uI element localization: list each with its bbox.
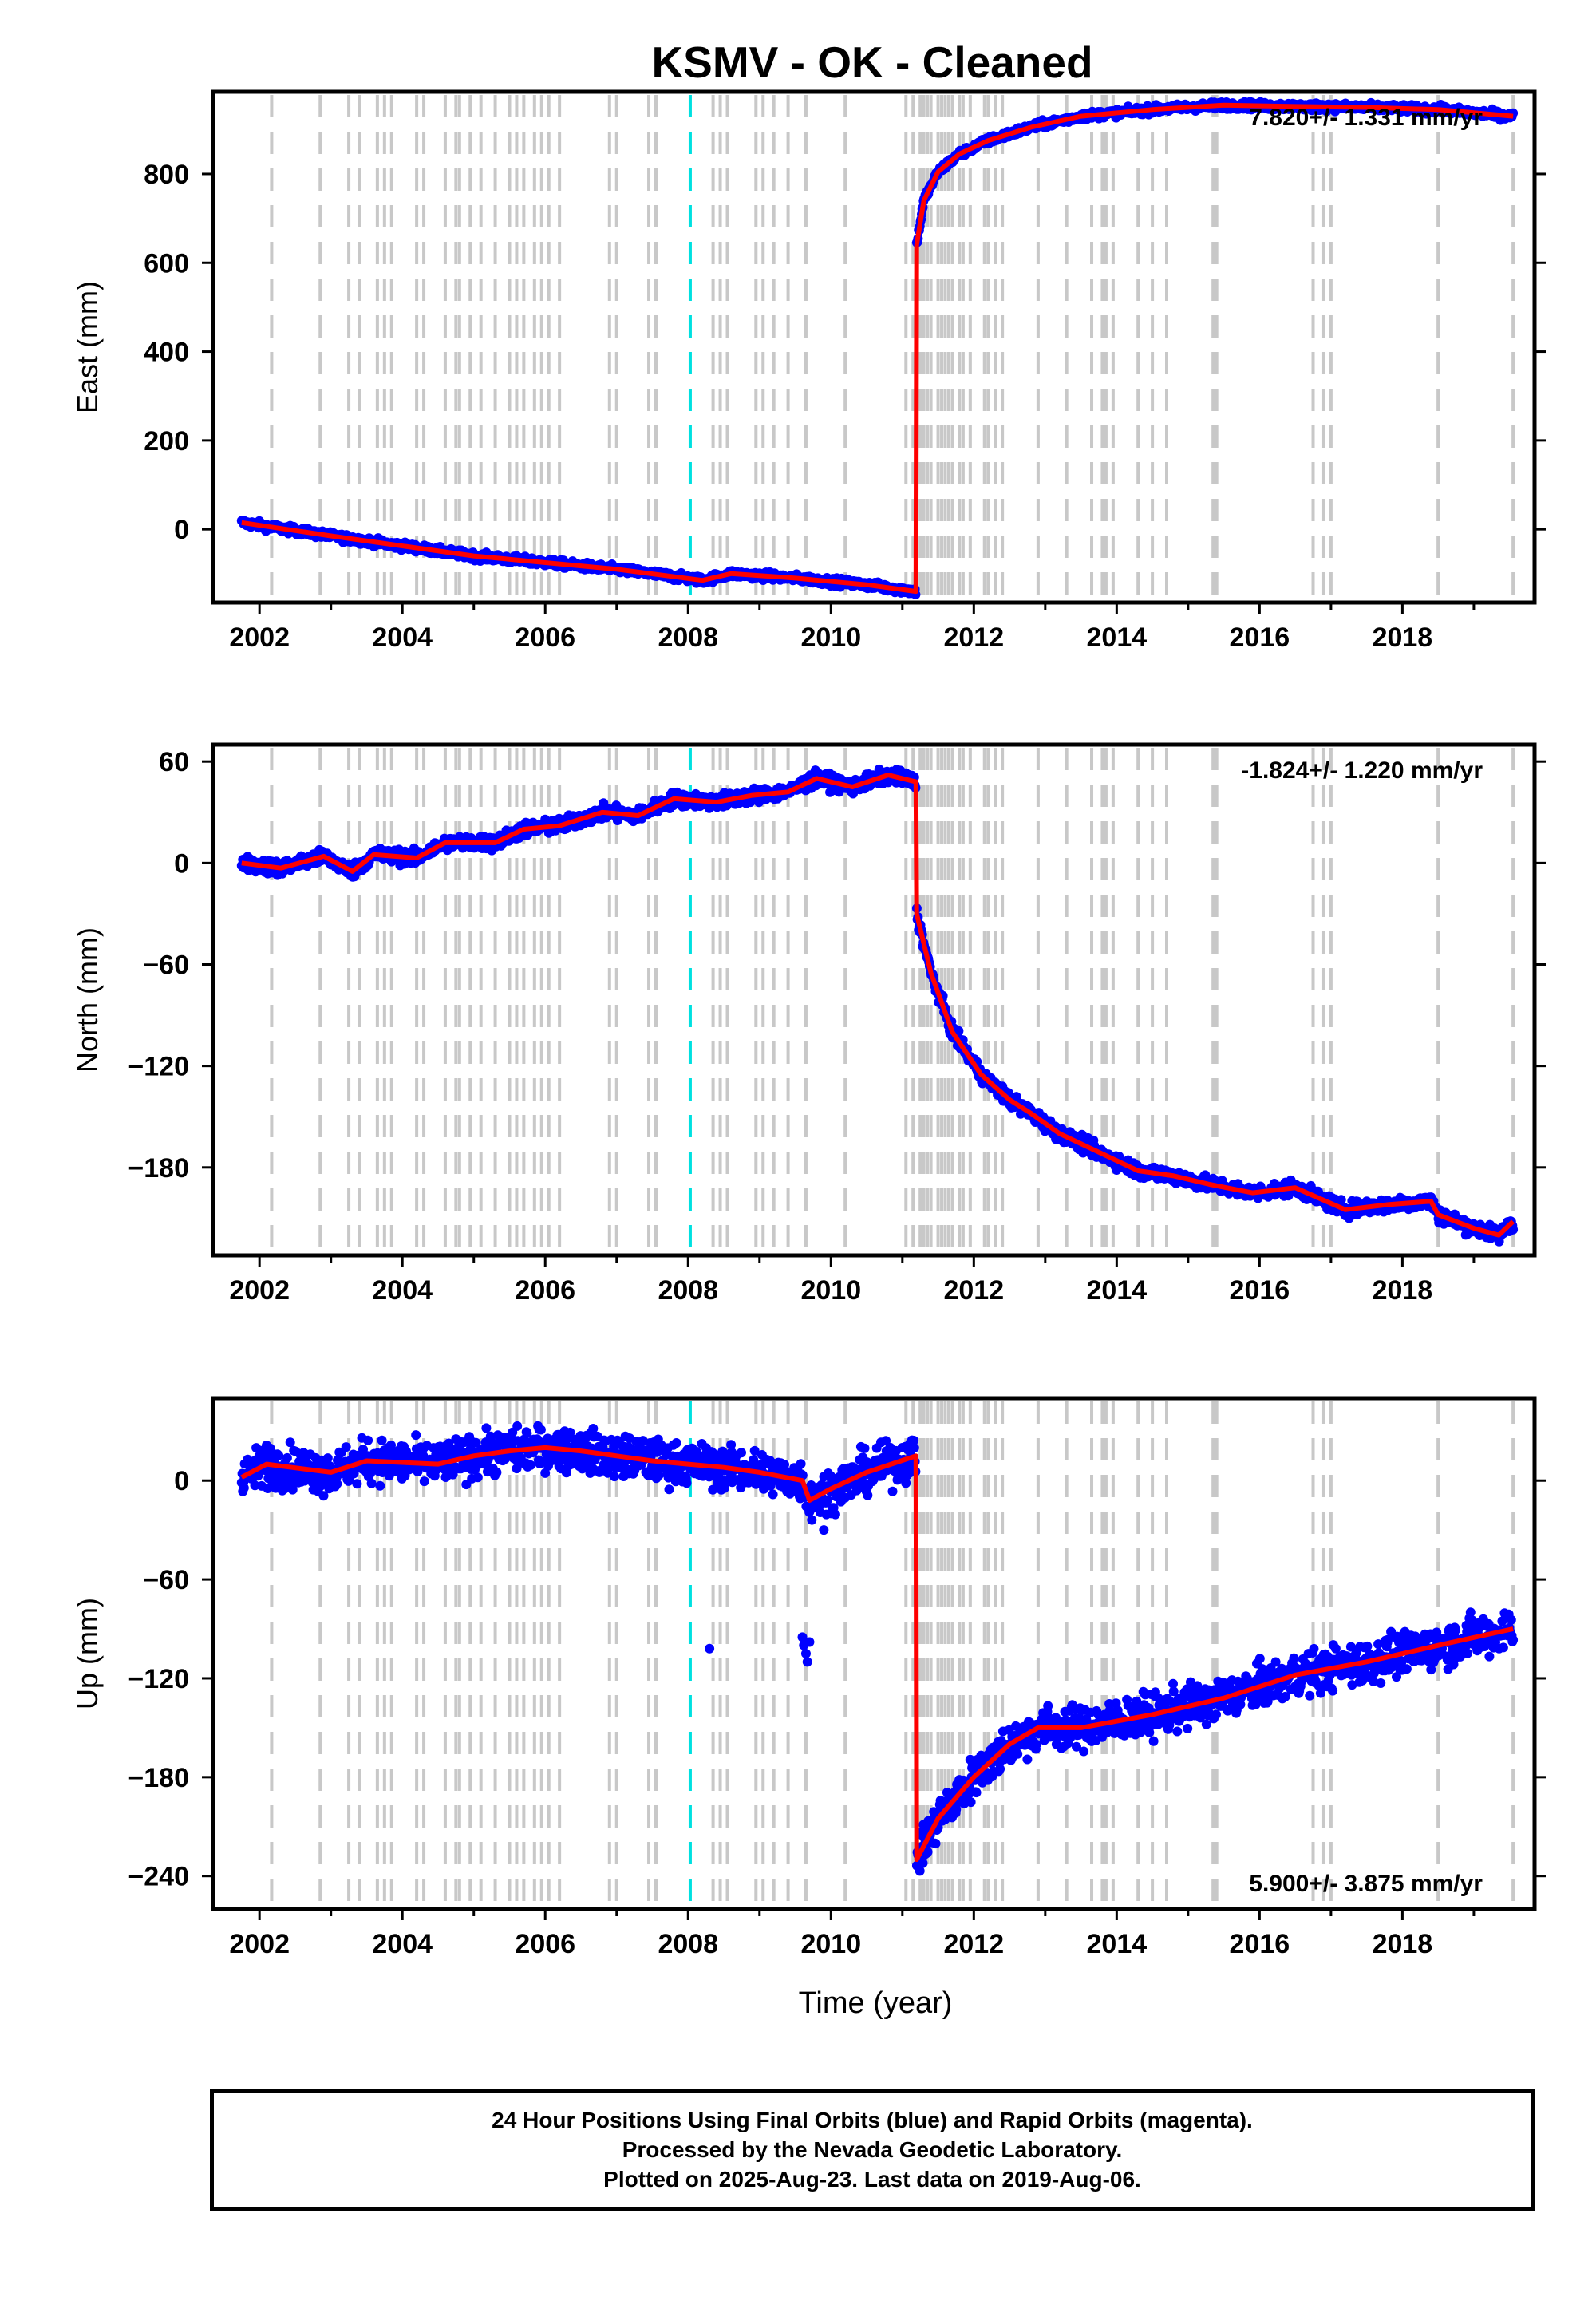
x-tick-label: 2012 — [943, 622, 1004, 653]
data-point — [352, 1479, 362, 1489]
y-axis-label: East (mm) — [71, 281, 104, 413]
data-point — [492, 1468, 502, 1477]
data-point — [341, 1442, 351, 1452]
rate-annotation: 7.820+/- 1.331 mm/yr — [1249, 105, 1483, 131]
rate-annotation: -1.824+/- 1.220 mm/yr — [1241, 757, 1483, 784]
y-axis-label: North (mm) — [71, 927, 104, 1073]
data-points — [236, 1421, 1519, 1876]
data-point — [535, 1425, 546, 1435]
y-tick-label: 0 — [174, 848, 189, 879]
data-point — [512, 1421, 523, 1431]
data-point — [377, 1435, 387, 1445]
x-tick-label: 2006 — [515, 622, 575, 653]
data-point — [375, 1480, 385, 1491]
data-points — [236, 97, 1519, 599]
data-point — [239, 1483, 249, 1493]
y-tick-label: −60 — [143, 950, 189, 980]
y-tick-label: 60 — [159, 747, 189, 777]
panel-north: 60 0 −60 −120 −180 2002 2004 2006 2008 2010 2012 20… — [71, 742, 1546, 1306]
plot-frame — [211, 742, 1537, 1258]
y-tick-label: −180 — [128, 1153, 189, 1184]
x-tick-label: 2010 — [800, 1275, 861, 1306]
y-tick-label: 600 — [144, 248, 189, 279]
x-tick-label: 2004 — [372, 622, 433, 653]
data-point — [282, 1452, 292, 1463]
data-point — [472, 1472, 483, 1483]
x-tick-label: 2018 — [1373, 622, 1433, 653]
data-point — [419, 1476, 429, 1487]
data-point — [411, 1430, 421, 1441]
data-point — [285, 1437, 295, 1448]
x-tick-label: 2016 — [1230, 1275, 1290, 1306]
x-tick-label: 2008 — [658, 1275, 718, 1306]
plot-frame — [211, 89, 1537, 605]
x-tick-label: 2018 — [1373, 1275, 1433, 1306]
data-point — [366, 1478, 377, 1488]
x-tick-label: 2002 — [229, 622, 290, 653]
x-tick-label: 2014 — [1087, 622, 1148, 653]
data-points — [236, 764, 1519, 1247]
x-tick-label: 2014 — [1087, 1275, 1148, 1306]
data-point — [526, 1460, 535, 1470]
y-tick-label: 800 — [144, 160, 189, 190]
x-tick-label: 2008 — [658, 622, 718, 653]
x-tick-label: 2006 — [515, 1275, 575, 1306]
x-tick-label: 2004 — [372, 1275, 433, 1306]
data-point — [481, 1423, 492, 1433]
x-tick-label: 2002 — [229, 1275, 290, 1306]
x-tick-label: 2010 — [800, 622, 861, 653]
chart-title: KSMV - OK - Cleaned — [651, 38, 1092, 87]
y-tick-label: 0 — [174, 515, 189, 545]
x-tick-label: 2012 — [943, 1275, 1004, 1306]
data-point — [274, 1450, 284, 1460]
y-tick-label: −120 — [128, 1052, 189, 1082]
y-tick-label: 200 — [144, 426, 189, 456]
y-tick-label: 400 — [144, 338, 189, 368]
data-point — [332, 1479, 342, 1489]
panel-east: 0 200 400 600 800 2002 2004 2006 2008 2010 2012 201… — [71, 89, 1546, 653]
data-point — [363, 1435, 373, 1445]
x-tick-label: 2016 — [1230, 622, 1290, 653]
